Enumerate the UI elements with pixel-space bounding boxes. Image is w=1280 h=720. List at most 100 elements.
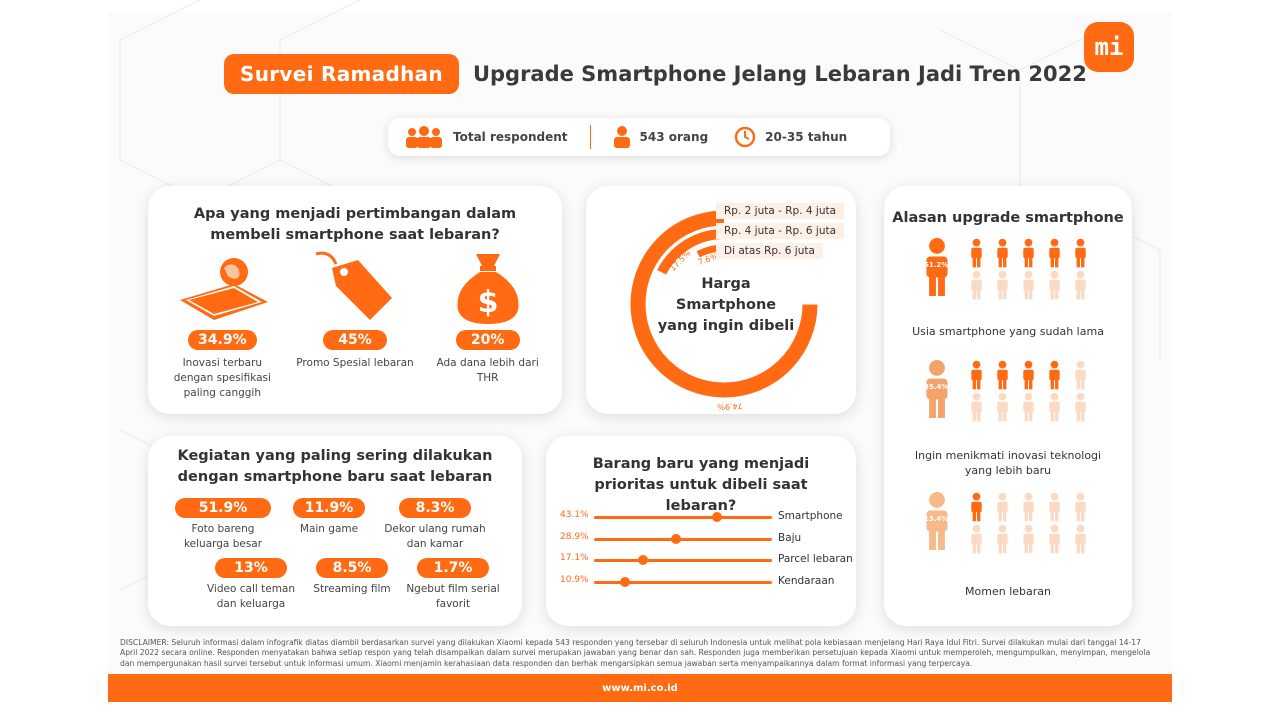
person-icon bbox=[971, 238, 982, 268]
consideration-item: $ 20% Ada dana lebih dari THR bbox=[428, 250, 548, 402]
priority-pct: 17.1% bbox=[560, 553, 589, 563]
activity-label: Video call teman dan keluarga bbox=[206, 583, 296, 611]
person-icon bbox=[613, 126, 630, 148]
reason-group: 35.4% bbox=[884, 360, 1132, 480]
price-ring-chart: 74.9%17.5% 7.6% bbox=[630, 210, 818, 412]
reason-pct: 13.4% bbox=[924, 515, 949, 523]
priority-row: 17.1% Parcel lebaran bbox=[560, 553, 853, 567]
priority-marker bbox=[620, 576, 631, 587]
activity-label: Dekor ulang rumah dan kamar bbox=[384, 523, 486, 551]
person-icon bbox=[1075, 392, 1086, 422]
price-tag-icon bbox=[315, 251, 392, 320]
person-icon bbox=[1023, 392, 1034, 422]
respondent-count: 543 orang bbox=[639, 130, 709, 144]
priority-marker bbox=[637, 555, 648, 565]
activity-item: 13% Video call teman dan keluarga bbox=[196, 558, 306, 612]
footer-url[interactable]: www.mi.co.id bbox=[108, 674, 1172, 702]
person-icon bbox=[1049, 492, 1060, 522]
header: Survei Ramadhan Upgrade Smartphone Jelan… bbox=[224, 54, 1087, 94]
price-legend-item: Rp. 2 juta - Rp. 4 juta bbox=[716, 203, 845, 219]
consideration-pct: 34.9% bbox=[188, 330, 257, 350]
clock-icon bbox=[734, 126, 756, 148]
person-icon bbox=[1023, 524, 1034, 554]
person-icon bbox=[971, 270, 982, 300]
person-icon bbox=[1049, 524, 1060, 554]
person-icon bbox=[1023, 270, 1034, 300]
person-icon bbox=[971, 492, 982, 522]
person-icon bbox=[1075, 270, 1086, 300]
reason-big-person-icon bbox=[926, 360, 948, 418]
activity-pct: 8.3% bbox=[399, 498, 471, 518]
activities-card: Kegiatan yang paling sering dilakukan de… bbox=[148, 436, 522, 626]
consideration-item: 34.9% Inovasi terbaru dengan spesifikasi… bbox=[162, 250, 282, 402]
price-arc bbox=[657, 229, 725, 275]
priority-row: 10.9% Kendaraan bbox=[560, 575, 850, 589]
person-icon bbox=[997, 492, 1008, 522]
group-icon bbox=[406, 126, 442, 148]
priority-label: Smartphone bbox=[778, 510, 843, 522]
activity-item: 8.3% Dekor ulang rumah dan kamar bbox=[380, 498, 490, 552]
activity-label: Ngebut film serial favorit bbox=[406, 583, 500, 611]
priority-card: Barang baru yang menjadi prioritas untuk… bbox=[546, 436, 856, 626]
xiaomi-logo: mi bbox=[1084, 22, 1134, 72]
priority-pct: 43.1% bbox=[560, 510, 589, 520]
reason-label: Ingin menikmati inovasi teknologi yang l… bbox=[914, 449, 1102, 478]
survey-badge: Survei Ramadhan bbox=[224, 54, 459, 94]
reason-label: Momen lebaran bbox=[965, 585, 1051, 598]
activity-item: 8.5% Streaming film bbox=[297, 558, 407, 597]
person-icon bbox=[997, 524, 1008, 554]
respondent-label: Total respondent bbox=[453, 130, 568, 144]
reason-pct: 35.4% bbox=[924, 383, 949, 391]
activities-title: Kegiatan yang paling sering dilakukan de… bbox=[177, 448, 493, 486]
activity-pct: 51.9% bbox=[175, 498, 271, 518]
person-icon bbox=[1075, 360, 1086, 390]
respondent-age: 20-35 tahun bbox=[765, 130, 848, 144]
consideration-title: Apa yang menjadi pertimbangan dalam memb… bbox=[193, 206, 517, 244]
person-icon bbox=[1023, 492, 1034, 522]
reason-big-person-icon bbox=[926, 238, 948, 296]
priority-marker bbox=[711, 512, 722, 522]
price-card: 74.9% 17.5% 7.6% Harga Smartphone yang ing… bbox=[586, 186, 856, 414]
price-pct-label: 74.9% bbox=[717, 401, 743, 411]
person-icon bbox=[1049, 392, 1060, 422]
person-icon bbox=[1023, 238, 1034, 268]
svg-text:$: $ bbox=[477, 285, 498, 320]
price-center-label: Harga Smartphone yang ingin dibeli bbox=[657, 276, 795, 335]
reason-label: Usia smartphone yang sudah lama bbox=[912, 325, 1104, 338]
person-icon bbox=[971, 360, 982, 390]
price-legend-item: Rp. 4 juta - Rp. 6 juta bbox=[716, 223, 845, 239]
page-title: Upgrade Smartphone Jelang Lebaran Jadi T… bbox=[472, 62, 1087, 86]
person-icon bbox=[1023, 360, 1034, 390]
priority-track bbox=[594, 516, 772, 519]
person-icon bbox=[971, 392, 982, 422]
consideration-pct: 20% bbox=[455, 330, 520, 350]
consideration-pct: 45% bbox=[322, 330, 387, 350]
person-icon bbox=[997, 392, 1008, 422]
priority-pct: 28.9% bbox=[560, 531, 589, 542]
person-icon bbox=[997, 270, 1008, 300]
respondent-bar: Total respondent 543 orang 20-35 tahun bbox=[388, 118, 890, 156]
activity-label: Main game bbox=[299, 523, 359, 535]
priority-track bbox=[594, 559, 772, 562]
reasons-card: Alasan upgrade smartphone 51.2% Usia smar… bbox=[884, 186, 1132, 626]
disclaimer-text: DISCLAIMER: Seluruh informasi dalam info… bbox=[120, 638, 1151, 668]
money-bag-icon: $ bbox=[457, 254, 519, 324]
person-icon bbox=[1075, 524, 1086, 554]
person-icon bbox=[1075, 238, 1086, 268]
priority-title: Barang baru yang menjadi prioritas untuk… bbox=[592, 456, 810, 515]
activity-pct: 13% bbox=[215, 558, 287, 578]
person-icon bbox=[997, 360, 1008, 390]
activity-item: 11.9% Main game bbox=[274, 498, 384, 537]
phone-globe-icon bbox=[180, 258, 269, 320]
activity-pct: 1.7% bbox=[417, 558, 489, 578]
reason-group: 13.4% bbox=[884, 492, 1132, 612]
consideration-item: 45% Promo Spesial lebaran bbox=[295, 250, 415, 402]
person-icon bbox=[1049, 238, 1060, 268]
person-icon bbox=[971, 524, 982, 554]
activity-item: 51.9% Foto bareng keluarga besar bbox=[168, 498, 278, 552]
price-arc bbox=[630, 210, 818, 398]
priority-pct: 10.9% bbox=[560, 574, 589, 585]
priority-label: Baju bbox=[778, 531, 802, 544]
reason-big-person-icon bbox=[926, 492, 948, 550]
priority-label: Kendaraan bbox=[778, 574, 835, 587]
